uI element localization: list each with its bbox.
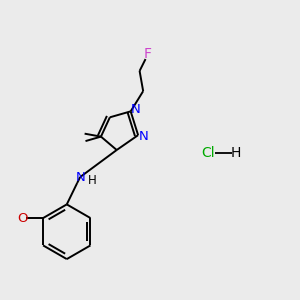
Text: H: H [88, 174, 96, 187]
Text: F: F [144, 47, 152, 61]
Text: H: H [230, 146, 241, 160]
Text: N: N [75, 170, 85, 184]
Text: O: O [17, 212, 28, 225]
Text: N: N [139, 130, 148, 143]
Text: N: N [130, 103, 140, 116]
Text: Cl: Cl [201, 146, 215, 160]
